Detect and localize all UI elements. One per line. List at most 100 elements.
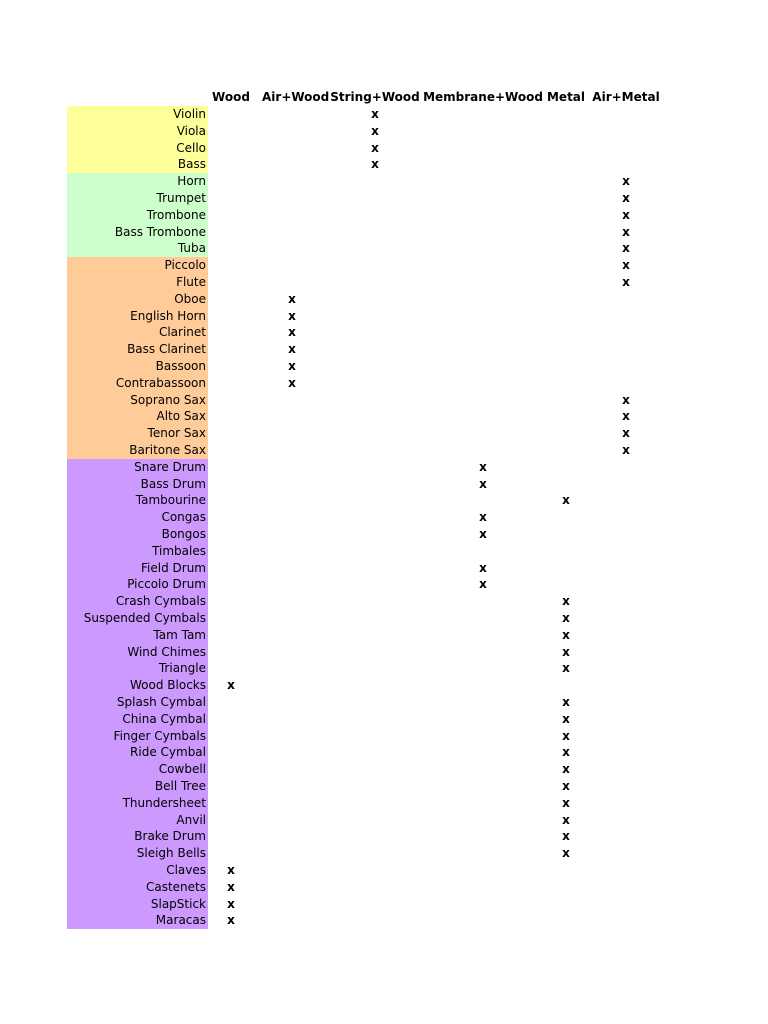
- instrument-name: Claves: [166, 863, 206, 877]
- mark: x: [479, 476, 487, 491]
- mark: x: [562, 829, 570, 844]
- mark: x: [562, 695, 570, 709]
- instrument-name: Anvil: [176, 812, 206, 827]
- instrument-name: Field Drum: [141, 560, 206, 575]
- instrument-name: Timbales: [152, 543, 206, 558]
- mark: x: [479, 560, 487, 575]
- mark: x: [371, 123, 379, 138]
- instrument-name: Piccolo Drum: [127, 577, 206, 592]
- mark: x: [562, 644, 570, 659]
- instrument-name: Sleigh Bells: [136, 846, 206, 861]
- mark: x: [622, 207, 630, 222]
- instrument-name: Wind Chimes: [127, 644, 206, 659]
- instrument-name: Trumpet: [156, 191, 207, 205]
- mark: x: [227, 678, 235, 693]
- mark: x: [622, 241, 630, 256]
- mark: x: [562, 611, 570, 625]
- mark: x: [562, 728, 570, 743]
- mark: x: [562, 493, 570, 508]
- instrument-name: Splash Cymbal: [116, 695, 206, 709]
- instrument-name: Bass Drum: [140, 476, 206, 491]
- instrument-name: Clarinet: [158, 325, 206, 340]
- instrument-name: Cello: [176, 140, 206, 155]
- mark: x: [479, 510, 487, 525]
- mark: x: [227, 879, 235, 894]
- mark: x: [622, 174, 630, 189]
- mark: x: [562, 762, 570, 777]
- instrument-name: Viola: [176, 123, 206, 138]
- mark: x: [622, 409, 630, 424]
- instrument-name: Horn: [177, 174, 206, 189]
- instrument-name: English Horn: [130, 308, 206, 323]
- instrument-name: Tuba: [177, 241, 206, 256]
- mark: x: [562, 627, 570, 642]
- instrument-name: Castenets: [145, 879, 206, 894]
- mark: x: [288, 359, 296, 373]
- instrument-name: Thundersheet: [122, 795, 206, 810]
- mark: x: [562, 812, 570, 827]
- instrument-name: Maracas: [155, 913, 206, 928]
- group-band: [67, 458, 208, 930]
- mark: x: [371, 140, 379, 155]
- group-band: [67, 106, 208, 174]
- column-header: String+Wood: [330, 90, 420, 104]
- instrument-name: Contrabassoon: [115, 375, 206, 390]
- instrument-name: Trombone: [146, 207, 206, 222]
- instrument-name: China Cymbal: [122, 711, 206, 726]
- column-header: Wood: [212, 90, 250, 104]
- mark: x: [227, 896, 235, 911]
- instrument-name: Violin: [173, 107, 206, 121]
- mark: x: [227, 863, 235, 877]
- mark: x: [479, 577, 487, 592]
- mark: x: [622, 426, 630, 441]
- instrument-name: Piccolo: [164, 258, 206, 273]
- instrument-name: Soprano Sax: [130, 392, 206, 407]
- column-header: Air+Metal: [592, 90, 660, 104]
- instrument-name: Bell Tree: [154, 779, 206, 793]
- group-band: [67, 173, 208, 258]
- instrument-name: Bass Trombone: [114, 224, 206, 239]
- mark: x: [622, 443, 630, 457]
- mark: x: [288, 342, 296, 357]
- instrument-name: SlapStick: [150, 896, 206, 911]
- instrument-name: Alto Sax: [156, 409, 206, 424]
- instrument-name: Bass Clarinet: [127, 342, 206, 357]
- mark: x: [371, 157, 379, 172]
- mark: x: [562, 846, 570, 861]
- instrument-name: Tenor Sax: [147, 426, 206, 441]
- instrument-name: Baritone Sax: [129, 443, 206, 457]
- mark: x: [288, 308, 296, 323]
- instrument-name: Suspended Cymbals: [83, 611, 206, 625]
- mark: x: [562, 779, 570, 793]
- mark: x: [479, 527, 487, 541]
- column-header: Air+Wood: [262, 90, 330, 104]
- instrument-name: Crash Cymbals: [115, 594, 206, 609]
- instrument-name: Flute: [176, 275, 206, 289]
- mark: x: [622, 392, 630, 407]
- instrument-name: Bongos: [161, 527, 206, 541]
- instrument-name: Brake Drum: [134, 829, 206, 844]
- mark: x: [562, 661, 570, 676]
- instrument-name: Finger Cymbals: [113, 728, 206, 743]
- instrument-name: Wood Blocks: [130, 678, 206, 693]
- instrument-name: Bass: [177, 157, 206, 172]
- mark: x: [562, 795, 570, 810]
- instrument-name: Bassoon: [155, 359, 206, 373]
- instrument-name: Congas: [161, 510, 206, 525]
- instrument-name: Ride Cymbal: [130, 745, 206, 760]
- column-header: Membrane+Wood: [423, 90, 543, 104]
- mark: x: [562, 745, 570, 760]
- mark: x: [622, 191, 630, 205]
- mark: x: [288, 325, 296, 340]
- mark: x: [479, 459, 487, 474]
- instrument-name: Oboe: [174, 291, 206, 306]
- mark: x: [562, 594, 570, 609]
- mark: x: [622, 258, 630, 273]
- instrument-name: Snare Drum: [134, 459, 206, 474]
- instrument-name: Tam Tam: [153, 627, 206, 642]
- mark: x: [227, 913, 235, 928]
- mark: x: [622, 275, 630, 289]
- group-band: [67, 257, 208, 459]
- mark: x: [562, 711, 570, 726]
